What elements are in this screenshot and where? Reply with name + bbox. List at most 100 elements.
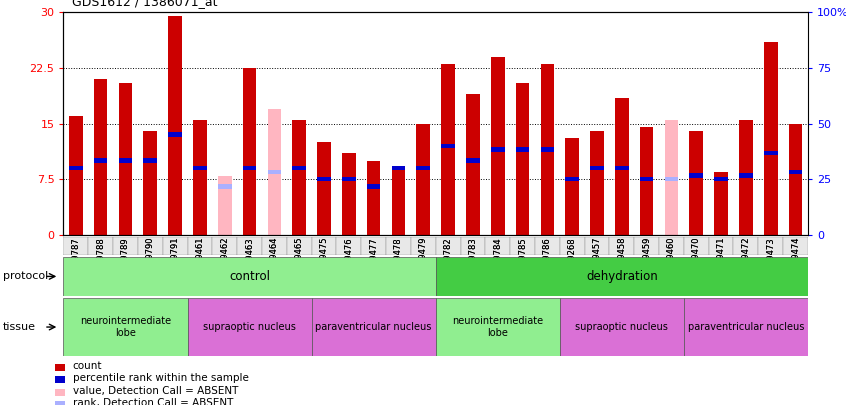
Bar (287, 237, 311, 255)
Bar (55, 389, 65, 396)
Bar (218, 175, 232, 235)
Bar (267, 109, 281, 235)
Text: GSM69785: GSM69785 (518, 237, 527, 283)
Bar (88, 237, 113, 255)
Text: GSM69478: GSM69478 (394, 237, 403, 283)
Text: GSM69472: GSM69472 (741, 237, 750, 282)
Bar (466, 94, 480, 235)
Bar (118, 83, 132, 235)
Bar (267, 170, 281, 174)
Bar (783, 237, 808, 255)
Text: GSM69791: GSM69791 (171, 237, 179, 282)
Bar (733, 237, 758, 255)
Text: GSM69787: GSM69787 (71, 237, 80, 283)
Text: GSM69473: GSM69473 (766, 237, 775, 283)
Bar (63, 298, 188, 356)
Bar (788, 124, 802, 235)
Text: GSM69464: GSM69464 (270, 237, 279, 282)
Bar (758, 237, 783, 255)
Text: paraventricular nucleus: paraventricular nucleus (316, 322, 431, 332)
Text: count: count (73, 361, 102, 371)
Text: GSM69790: GSM69790 (146, 237, 155, 282)
Bar (162, 237, 188, 255)
Bar (55, 364, 65, 371)
Bar (212, 237, 237, 255)
Text: GSM69459: GSM69459 (642, 237, 651, 282)
Text: GSM69463: GSM69463 (245, 237, 254, 283)
Text: GSM69784: GSM69784 (493, 237, 503, 283)
Bar (665, 120, 678, 235)
Bar (118, 158, 132, 163)
Bar (436, 257, 808, 296)
Bar (541, 147, 554, 152)
Bar (739, 120, 753, 235)
Text: percentile rank within the sample: percentile rank within the sample (73, 373, 249, 383)
Text: GSM69782: GSM69782 (443, 237, 453, 283)
Bar (665, 177, 678, 181)
Text: GSM69476: GSM69476 (344, 237, 354, 283)
Bar (416, 124, 430, 235)
Bar (609, 237, 634, 255)
Bar (416, 166, 430, 170)
Text: GSM69268: GSM69268 (568, 237, 577, 283)
Text: GDS1612 / 1386071_at: GDS1612 / 1386071_at (72, 0, 217, 8)
Text: GSM69465: GSM69465 (294, 237, 304, 282)
Bar (342, 177, 355, 181)
Bar (634, 237, 659, 255)
Bar (442, 64, 455, 235)
Text: GSM69477: GSM69477 (369, 237, 378, 283)
Text: GSM69477: GSM69477 (369, 237, 378, 283)
Bar (69, 166, 83, 170)
Text: GSM69474: GSM69474 (791, 237, 800, 282)
Bar (293, 120, 306, 235)
Bar (63, 237, 88, 255)
Bar (491, 57, 504, 235)
Text: GSM69472: GSM69472 (741, 237, 750, 282)
Bar (311, 298, 436, 356)
Text: GSM69783: GSM69783 (469, 237, 477, 283)
Text: supraoptic nucleus: supraoptic nucleus (575, 322, 668, 332)
Bar (317, 177, 331, 181)
Text: GSM69788: GSM69788 (96, 237, 105, 283)
Bar (764, 151, 777, 156)
Text: paraventricular nucleus: paraventricular nucleus (688, 322, 804, 332)
Text: GSM69462: GSM69462 (220, 237, 229, 282)
Bar (591, 131, 604, 235)
Bar (311, 237, 337, 255)
Bar (466, 158, 480, 163)
Text: dehydration: dehydration (586, 270, 657, 283)
Text: GSM69785: GSM69785 (518, 237, 527, 283)
Text: GSM69459: GSM69459 (642, 237, 651, 282)
Bar (460, 237, 486, 255)
Bar (337, 237, 361, 255)
Bar (361, 237, 386, 255)
Bar (714, 172, 728, 235)
Bar (764, 42, 777, 235)
Bar (689, 131, 703, 235)
Bar (411, 237, 436, 255)
Bar (243, 68, 256, 235)
Text: GSM69789: GSM69789 (121, 237, 130, 283)
Text: GSM69784: GSM69784 (493, 237, 503, 283)
Text: value, Detection Call = ABSENT: value, Detection Call = ABSENT (73, 386, 238, 396)
Text: GSM69471: GSM69471 (717, 237, 726, 282)
Bar (560, 237, 585, 255)
Bar (63, 257, 436, 296)
Bar (386, 237, 411, 255)
Text: GSM69471: GSM69471 (717, 237, 726, 282)
Bar (392, 166, 405, 170)
Bar (392, 168, 405, 235)
Text: GSM69475: GSM69475 (320, 237, 328, 282)
Bar (188, 237, 212, 255)
Text: neurointermediate
lobe: neurointermediate lobe (452, 316, 543, 338)
Text: rank, Detection Call = ABSENT: rank, Detection Call = ABSENT (73, 398, 233, 405)
Bar (615, 166, 629, 170)
Text: GSM69788: GSM69788 (96, 237, 105, 283)
Bar (615, 98, 629, 235)
Text: GSM69268: GSM69268 (568, 237, 577, 283)
Bar (218, 184, 232, 189)
Bar (342, 153, 355, 235)
Text: GSM69479: GSM69479 (419, 237, 428, 282)
Bar (510, 237, 535, 255)
Text: GSM69460: GSM69460 (667, 237, 676, 282)
